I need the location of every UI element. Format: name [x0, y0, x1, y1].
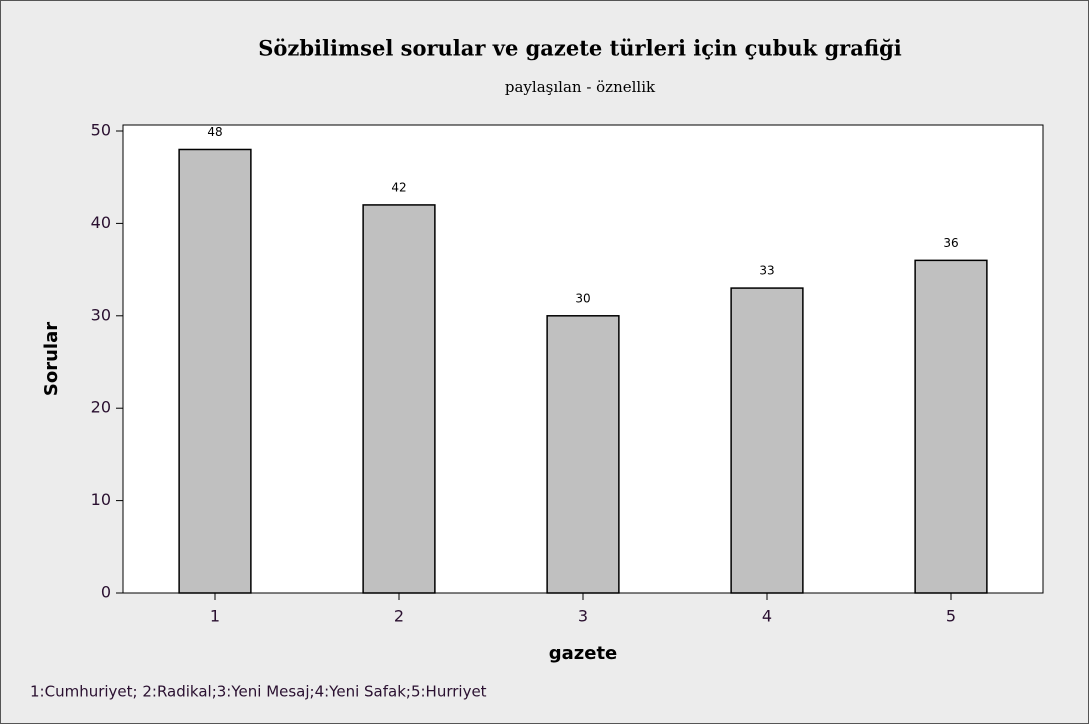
bar	[546, 315, 620, 594]
chart-title: Sözbilimsel sorular ve gazete türleri iç…	[258, 36, 902, 61]
y-tick-label: 40	[91, 213, 111, 232]
bar	[730, 287, 804, 594]
y-tick-label: 20	[91, 398, 111, 417]
x-axis-label: gazete	[549, 643, 618, 664]
x-tick-label: 1	[210, 607, 220, 626]
y-tick-label: 30	[91, 305, 111, 324]
footnote: 1:Cumhuriyet; 2:Radikal;3:Yeni Mesaj;4:Y…	[30, 683, 487, 701]
bar	[362, 204, 436, 594]
data-label: 48	[207, 125, 222, 139]
x-tick-label: 2	[394, 607, 404, 626]
y-tick-label: 0	[101, 583, 111, 602]
bar	[178, 148, 252, 594]
x-tick-label: 4	[762, 607, 772, 626]
bar	[914, 259, 988, 594]
data-label: 30	[575, 291, 590, 305]
data-label: 42	[391, 180, 406, 194]
y-axis-label: Sorular	[41, 322, 62, 396]
y-tick-label: 10	[91, 490, 111, 509]
chart-subtitle: paylaşılan - öznellik	[505, 78, 656, 96]
data-label: 33	[759, 264, 774, 278]
x-tick-label: 3	[578, 607, 588, 626]
x-tick-label: 5	[946, 607, 956, 626]
y-tick-label: 50	[91, 121, 111, 140]
data-label: 36	[943, 236, 958, 250]
